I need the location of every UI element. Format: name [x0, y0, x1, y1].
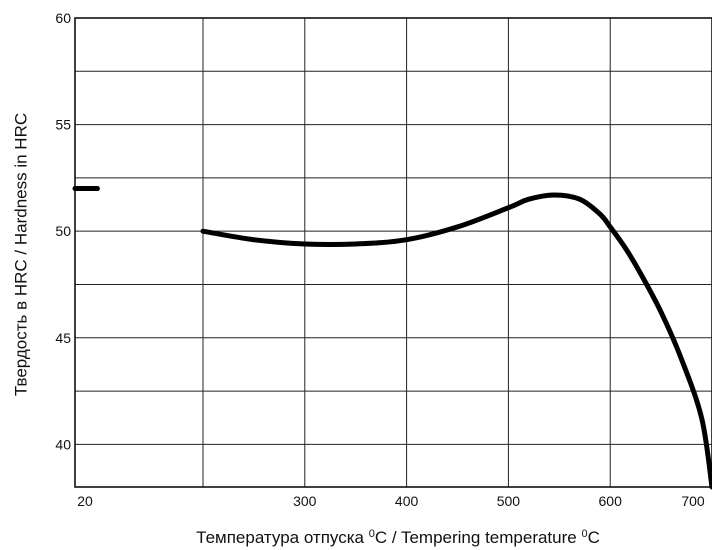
- hardness-line-tempering: [200, 192, 712, 490]
- x-axis-label-part: C: [588, 528, 600, 547]
- y-axis-label: Твердость в HRC / Hardness in HRC: [11, 113, 30, 396]
- x-tick-label: 600: [599, 493, 623, 509]
- x-axis-label: Температура отпуска 0C / Tempering tempe…: [196, 528, 600, 547]
- x-axis-label-part: Температура отпуска: [196, 528, 369, 547]
- y-tick-label: 60: [55, 10, 71, 26]
- x-tick-label: 20: [77, 493, 93, 509]
- y-tick-label: 50: [55, 223, 71, 239]
- x-tick-labels: 20 300 400 500 600 700: [77, 493, 705, 509]
- x-tick-label: 500: [497, 493, 521, 509]
- x-axis-label-superscript: 0: [369, 528, 375, 540]
- x-tick-label: 300: [293, 493, 317, 509]
- y-tick-labels: 40 45 50 55 60: [55, 10, 71, 452]
- y-tick-label: 40: [55, 436, 71, 452]
- plot-frame: [74, 17, 712, 488]
- x-tick-label: 700: [681, 493, 705, 509]
- grid: [75, 18, 712, 487]
- y-tick-label: 55: [55, 117, 71, 133]
- x-axis-label-part: C: [375, 528, 387, 547]
- x-axis-label-superscript: 0: [581, 528, 587, 540]
- x-tick-label: 400: [395, 493, 419, 509]
- series-layer: [72, 186, 712, 490]
- y-tick-label: 45: [55, 330, 71, 346]
- x-axis-label-part: / Tempering temperature: [387, 528, 581, 547]
